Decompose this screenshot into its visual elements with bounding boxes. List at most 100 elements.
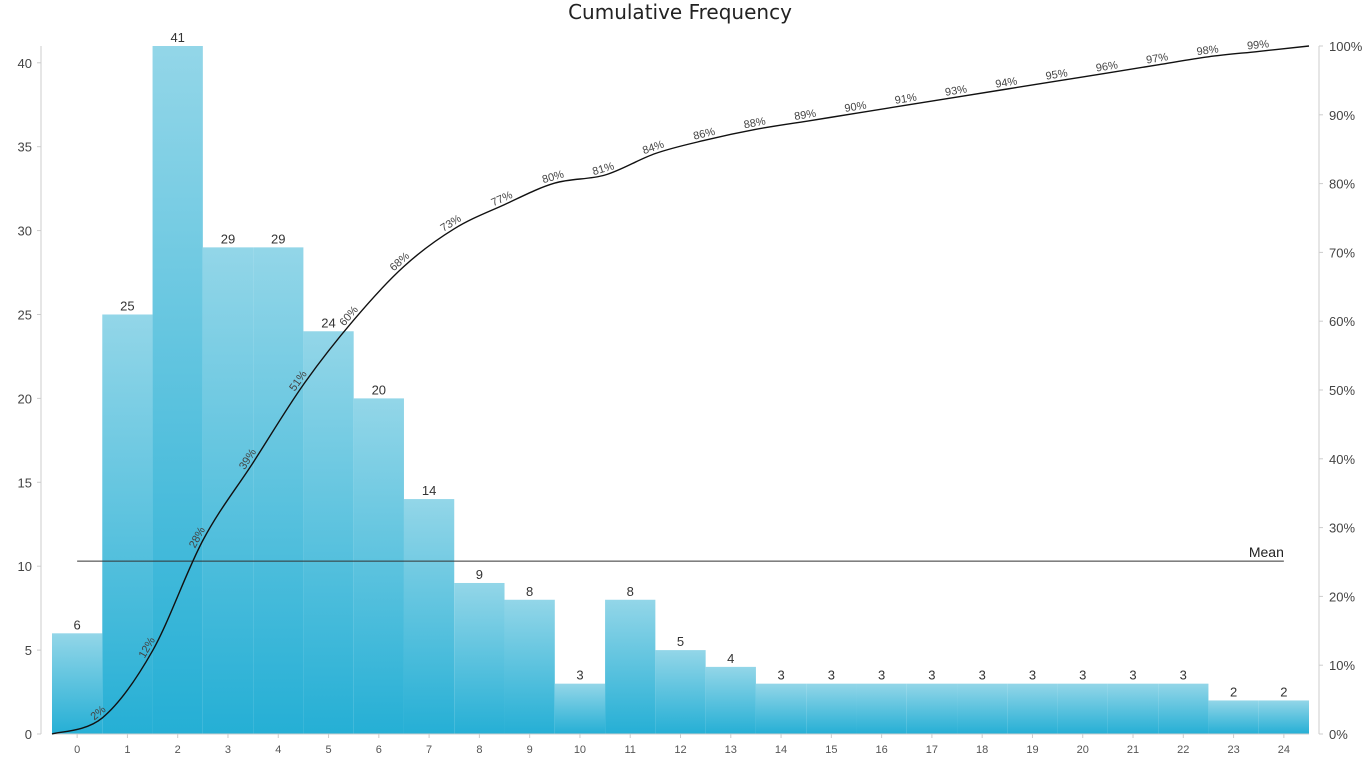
chart-title: Cumulative Frequency bbox=[568, 0, 792, 24]
bar-value-label: 3 bbox=[1029, 668, 1036, 683]
x-tick-label: 15 bbox=[825, 744, 837, 756]
bar-19 bbox=[1007, 683, 1058, 734]
x-tick-label: 7 bbox=[426, 744, 432, 756]
cumulative-pct-label: 98% bbox=[1196, 43, 1220, 58]
x-tick-label: 12 bbox=[674, 744, 686, 756]
x-tick-label: 8 bbox=[476, 744, 482, 756]
bar-3 bbox=[202, 247, 254, 734]
x-tick-label: 4 bbox=[275, 744, 281, 756]
bar-value-label: 8 bbox=[526, 584, 533, 599]
y-right-tick-label: 20% bbox=[1329, 589, 1355, 604]
y-right-tick-label: 60% bbox=[1329, 314, 1355, 329]
y-right-tick-label: 10% bbox=[1329, 658, 1355, 673]
y-right-tick-label: 80% bbox=[1329, 177, 1355, 192]
cumulative-pct-label: 86% bbox=[692, 126, 716, 143]
bar-value-label: 29 bbox=[271, 231, 285, 246]
bar-10 bbox=[554, 683, 606, 734]
bar-0 bbox=[52, 633, 103, 734]
bar-value-label: 3 bbox=[777, 668, 784, 683]
y-left-tick-label: 10 bbox=[18, 559, 32, 574]
bar-15 bbox=[806, 683, 857, 734]
bar-13 bbox=[705, 666, 756, 734]
bar-5 bbox=[303, 331, 354, 734]
cumulative-pct-label: 88% bbox=[743, 115, 767, 131]
cumulative-pct-label: 96% bbox=[1095, 59, 1119, 74]
y-right-tick-label: 0% bbox=[1329, 727, 1348, 742]
bar-value-label: 6 bbox=[74, 617, 81, 632]
bar-11 bbox=[605, 599, 656, 734]
x-tick-label: 18 bbox=[976, 744, 988, 756]
x-tick-label: 10 bbox=[574, 744, 586, 756]
bar-value-label: 41 bbox=[170, 30, 184, 45]
bar-7 bbox=[403, 499, 455, 734]
y-left-tick-label: 15 bbox=[18, 475, 32, 490]
bar-value-label: 5 bbox=[677, 634, 684, 649]
cumulative-pct-label: 99% bbox=[1246, 38, 1269, 52]
bar-21 bbox=[1107, 683, 1159, 734]
x-tick-label: 11 bbox=[625, 744, 636, 756]
x-tick-label: 16 bbox=[875, 744, 887, 756]
y-left-tick-label: 0 bbox=[25, 727, 32, 742]
y-left-tick-label: 20 bbox=[18, 391, 32, 406]
x-tick-label: 21 bbox=[1127, 744, 1139, 756]
bar-value-label: 3 bbox=[1079, 668, 1086, 683]
x-tick-label: 22 bbox=[1177, 744, 1189, 756]
bar-17 bbox=[906, 683, 958, 734]
x-tick-label: 24 bbox=[1278, 744, 1290, 756]
bar-value-label: 8 bbox=[627, 584, 634, 599]
bar-6 bbox=[353, 398, 404, 734]
bar-value-label: 2 bbox=[1230, 684, 1237, 699]
y-right-tick-label: 90% bbox=[1329, 108, 1355, 123]
bar-24 bbox=[1258, 700, 1309, 734]
bar-18 bbox=[957, 683, 1008, 734]
bar-12 bbox=[655, 650, 706, 734]
bar-value-label: 3 bbox=[979, 668, 986, 683]
x-tick-label: 20 bbox=[1077, 744, 1089, 756]
bar-20 bbox=[1057, 683, 1108, 734]
cumulative-pct-label: 89% bbox=[793, 108, 817, 123]
bar-8 bbox=[454, 582, 505, 734]
bar-2 bbox=[152, 46, 203, 734]
bar-value-label: 29 bbox=[221, 231, 235, 246]
bar-value-label: 3 bbox=[576, 668, 583, 683]
x-tick-label: 23 bbox=[1227, 744, 1239, 756]
x-tick-label: 6 bbox=[376, 744, 382, 756]
x-tick-label: 2 bbox=[175, 744, 181, 756]
cumulative-pct-label: 95% bbox=[1045, 67, 1069, 82]
x-tick-label: 1 bbox=[124, 744, 130, 756]
bar-22 bbox=[1158, 683, 1209, 734]
cumulative-pct-label: 94% bbox=[995, 75, 1019, 90]
bar-value-label: 2 bbox=[1280, 684, 1287, 699]
cumulative-pct-label: 91% bbox=[894, 92, 918, 107]
y-left-tick-label: 5 bbox=[25, 643, 32, 658]
bar-value-label: 20 bbox=[372, 382, 386, 397]
cumulative-pct-label: 93% bbox=[944, 83, 968, 98]
x-tick-label: 17 bbox=[926, 744, 938, 756]
y-left-tick-label: 30 bbox=[18, 224, 32, 239]
cumulative-pct-label: 81% bbox=[591, 160, 616, 178]
cumulative-line bbox=[51, 45, 1310, 735]
x-tick-label: 5 bbox=[325, 744, 331, 756]
bar-value-label: 14 bbox=[422, 483, 436, 498]
bar-14 bbox=[755, 683, 807, 734]
x-tick-label: 13 bbox=[725, 744, 737, 756]
y-left-tick-label: 35 bbox=[18, 140, 32, 155]
bar-1 bbox=[102, 314, 153, 734]
x-tick-label: 19 bbox=[1026, 744, 1038, 756]
bar-value-label: 24 bbox=[321, 315, 335, 330]
bar-9 bbox=[504, 599, 555, 734]
bar-value-label: 3 bbox=[828, 668, 835, 683]
bar-16 bbox=[856, 683, 907, 734]
cumulative-pct-label: 80% bbox=[541, 168, 566, 186]
mean-label: Mean bbox=[1249, 544, 1284, 560]
bar-value-label: 4 bbox=[727, 651, 734, 666]
x-tick-label: 14 bbox=[775, 744, 787, 756]
y-right-tick-label: 40% bbox=[1329, 452, 1355, 467]
bar-value-label: 3 bbox=[878, 668, 885, 683]
x-tick-label: 0 bbox=[74, 744, 80, 756]
cumulative-pct-label: 97% bbox=[1145, 51, 1169, 66]
bar-value-label: 3 bbox=[928, 668, 935, 683]
y-right-tick-label: 50% bbox=[1329, 383, 1355, 398]
x-tick-label: 9 bbox=[527, 744, 533, 756]
